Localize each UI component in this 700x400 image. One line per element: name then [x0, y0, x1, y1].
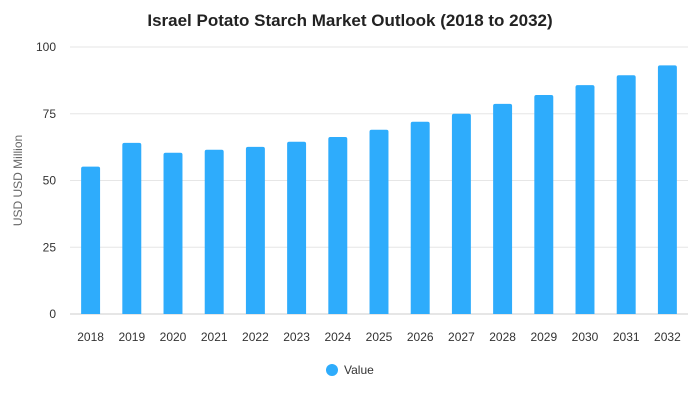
- x-tick-label: 2023: [283, 330, 310, 344]
- bar-2029[interactable]: [534, 95, 554, 314]
- bar-2022[interactable]: [245, 146, 265, 314]
- y-axis-ticks: 0 25 50 75 100: [36, 40, 56, 321]
- bar-2019[interactable]: [122, 142, 142, 314]
- bar-2018[interactable]: [81, 166, 101, 314]
- bar-2026[interactable]: [410, 121, 430, 314]
- legend-label: Value: [344, 363, 374, 377]
- chart-title: Israel Potato Starch Market Outlook (201…: [147, 11, 552, 30]
- legend-marker: [326, 364, 338, 376]
- x-tick-label: 2022: [242, 330, 269, 344]
- x-tick-label: 2032: [654, 330, 681, 344]
- y-axis-label: USD USD Million: [11, 135, 25, 226]
- x-tick-label: 2020: [160, 330, 187, 344]
- x-tick-label: 2027: [448, 330, 475, 344]
- x-tick-label: 2019: [118, 330, 145, 344]
- bar-2024[interactable]: [328, 136, 348, 314]
- bar-2023[interactable]: [287, 141, 307, 314]
- bar-2021[interactable]: [204, 149, 224, 314]
- y-tick-label: 75: [43, 107, 57, 121]
- x-tick-label: 2030: [572, 330, 599, 344]
- x-axis-ticks: 2018 2019 2020 2021 2022 2023 2024 2025 2026 2027…: [77, 330, 681, 344]
- y-tick-label: 100: [36, 40, 56, 54]
- x-tick-label: 2031: [613, 330, 640, 344]
- bar-2027[interactable]: [451, 113, 471, 314]
- y-tick-label: 50: [43, 174, 57, 188]
- legend[interactable]: Value: [326, 363, 374, 377]
- bar-2030[interactable]: [575, 85, 595, 314]
- bar-2020[interactable]: [163, 152, 183, 314]
- x-tick-label: 2024: [324, 330, 351, 344]
- bar-2025[interactable]: [369, 129, 389, 314]
- bar-2031[interactable]: [616, 75, 636, 314]
- bar-2028[interactable]: [493, 103, 513, 314]
- x-tick-label: 2026: [407, 330, 434, 344]
- bar-2032[interactable]: [657, 65, 677, 314]
- x-tick-label: 2029: [530, 330, 557, 344]
- x-tick-label: 2025: [366, 330, 393, 344]
- x-tick-label: 2021: [201, 330, 228, 344]
- y-tick-label: 25: [43, 240, 57, 254]
- bars: [81, 65, 677, 314]
- x-tick-label: 2028: [489, 330, 516, 344]
- x-tick-label: 2018: [77, 330, 104, 344]
- y-tick-label: 0: [49, 307, 56, 321]
